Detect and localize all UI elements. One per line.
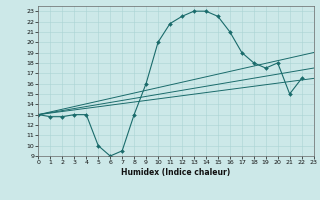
X-axis label: Humidex (Indice chaleur): Humidex (Indice chaleur) [121,168,231,177]
